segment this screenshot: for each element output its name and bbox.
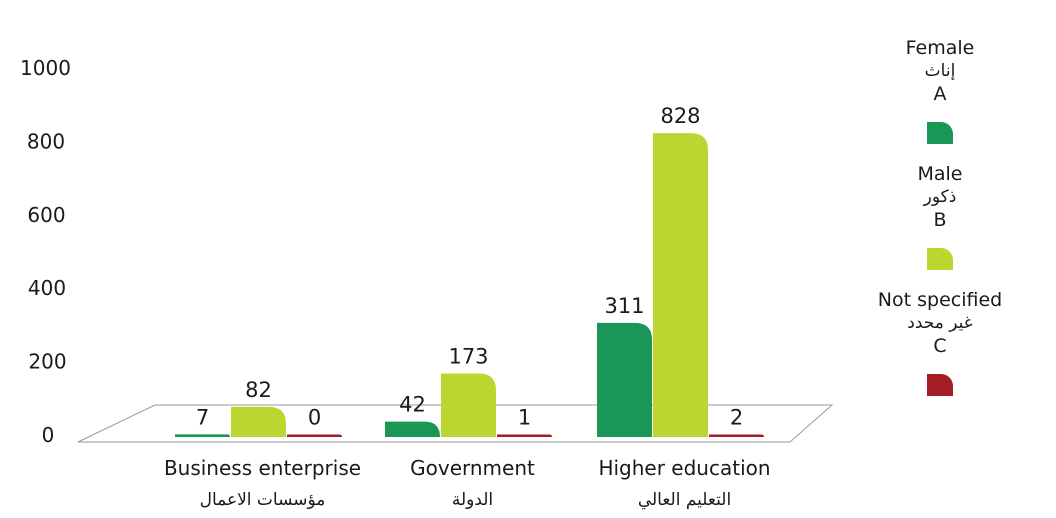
bar [497,434,552,437]
data-label: 82 [245,378,272,402]
legend-swatch-male [927,248,953,270]
bar [709,434,764,437]
data-label: 173 [448,345,488,369]
category-label-ar: الدولة [452,490,493,510]
data-label: 1 [518,406,531,430]
legend-label-not-specified-ar: غير محدد [907,313,973,333]
category-label: Government [410,456,535,480]
legend-key-not-specified: C [933,335,947,357]
data-label: 0 [308,406,321,430]
y-tick-label: 800 [27,129,65,153]
legend-swatch-female [927,122,953,144]
category-label-ar: مؤسسات الاعمال [200,490,326,510]
bar [175,434,230,437]
y-tick-label: 1000 [20,56,71,80]
data-label: 311 [604,294,644,318]
data-label: 828 [660,104,700,128]
y-tick-label: 200 [28,350,66,374]
data-label: 2 [730,406,743,430]
y-tick-label: 0 [42,423,55,447]
legend-item-female: Female إناث A [880,36,1000,162]
bar [231,406,286,437]
legend-item-not-specified: Not specified غير محدد C [877,288,1003,414]
category-label: Business enterprise [164,456,361,480]
bar [653,133,708,437]
data-label: 7 [196,405,209,429]
legend-key-male: B [933,209,947,231]
legend-key-female: A [933,83,947,105]
data-label: 42 [399,393,426,417]
legend-swatch-not-specified [927,374,953,396]
legend-item-male: Male ذكور B [880,162,1000,288]
legend: Female إناث A Male ذكور B Not specified … [877,36,1003,414]
bar [597,322,652,437]
legend-label-female-ar: إناث [924,61,956,81]
legend-label-male-ar: ذكور [923,187,957,207]
y-tick-label: 600 [27,203,65,227]
category-label-ar: التعليم العالي [638,490,731,510]
y-tick-label: 400 [28,276,66,300]
legend-label-not-specified: Not specified [877,289,1003,311]
legend-label-female: Female [905,37,975,59]
category-label: Higher education [598,456,770,480]
bar [441,373,496,437]
legend-label-male: Male [917,163,963,185]
bar [287,434,342,437]
bar [385,421,440,437]
